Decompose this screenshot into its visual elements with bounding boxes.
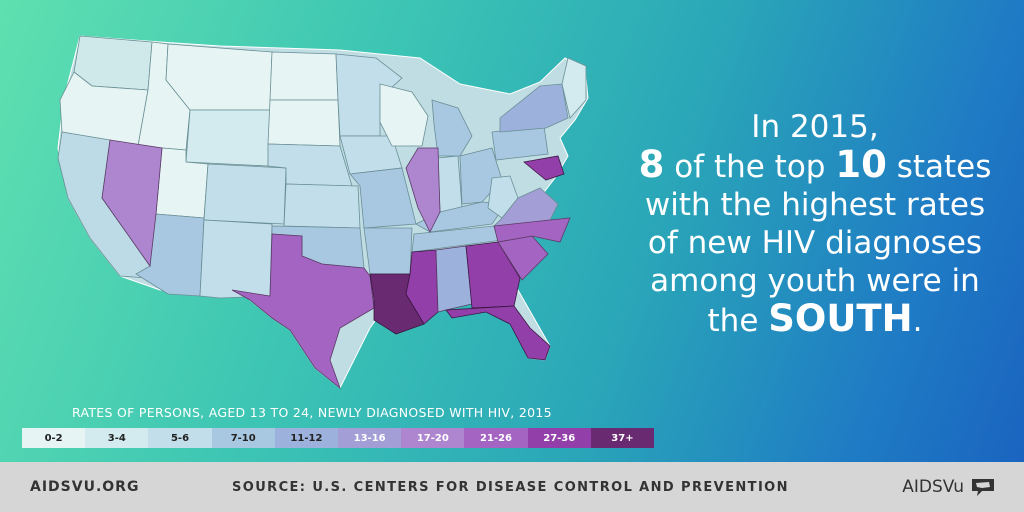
headline-line-1: In 2015,	[751, 109, 879, 145]
headline-line-5: among youth were in	[650, 263, 980, 299]
brand-name: AIDSVu	[902, 477, 964, 497]
us-speech-bubble-icon	[972, 479, 994, 496]
state-arkansas	[363, 227, 413, 275]
brand-logo[interactable]: AIDSVu	[902, 477, 996, 497]
state-wisconsin	[379, 83, 429, 147]
state-missouri	[349, 167, 417, 229]
headline: In 2015, 8 of the top 10 states with the…	[620, 108, 1010, 340]
legend-bin: 11-12	[274, 428, 339, 448]
infographic-canvas: In 2015, 8 of the top 10 states with the…	[0, 0, 1024, 462]
footer-source: SOURCE: U.S. CENTERS FOR DISEASE CONTROL…	[232, 479, 789, 495]
headline-line-2-mid: of the top	[664, 149, 836, 185]
legend-bin: 13-16	[338, 428, 402, 448]
headline-total: 10	[835, 143, 887, 186]
state-montana	[165, 43, 273, 111]
state-kansas	[283, 183, 361, 229]
legend-scale: 0-2 3-4 5-6 7-10 11-12 13-16 17-20 21-26 27-36 37…	[22, 428, 655, 448]
legend-bin: 0-2	[22, 428, 86, 448]
state-colorado	[203, 163, 287, 225]
headline-line-2-end: states	[886, 149, 992, 185]
headline-line-6-end: .	[912, 303, 923, 339]
legend-bin: 21-26	[464, 428, 528, 448]
state-new-england	[561, 57, 587, 119]
headline-line-4: of new HIV diagnoses	[647, 225, 983, 261]
us-map	[57, 35, 589, 390]
state-maryland	[523, 155, 565, 181]
state-florida	[445, 305, 551, 361]
state-north-dakota	[269, 51, 339, 101]
headline-region: SOUTH	[768, 297, 913, 340]
state-wyoming	[185, 109, 271, 167]
state-indiana	[437, 155, 463, 213]
headline-count: 8	[638, 143, 665, 186]
legend-bin: 27-36	[527, 428, 591, 448]
legend-bin: 3-4	[85, 428, 149, 448]
state-new-mexico	[199, 219, 273, 299]
legend-bin: 17-20	[401, 428, 465, 448]
state-alabama	[435, 245, 473, 313]
legend-bin: 7-10	[211, 428, 275, 448]
headline-line-6-start: the	[707, 303, 769, 339]
headline-line-2: 8 of the top 10 states	[620, 146, 1010, 186]
state-nevada	[101, 139, 163, 268]
state-south-dakota	[267, 99, 341, 147]
footer-site-link[interactable]: AIDSVU.ORG	[30, 479, 140, 495]
headline-line-6: the SOUTH.	[620, 300, 1010, 340]
state-north-carolina	[493, 217, 571, 243]
state-new-york	[499, 83, 569, 133]
footer-bar: AIDSVU.ORG SOURCE: U.S. CENTERS FOR DISE…	[0, 462, 1024, 512]
legend-title: RATES OF PERSONS, AGED 13 TO 24, NEWLY D…	[72, 405, 552, 420]
headline-line-3: with the highest rates	[644, 187, 986, 223]
legend-bin: 37+	[590, 428, 655, 448]
state-texas	[231, 233, 375, 390]
legend-bin: 5-6	[148, 428, 212, 448]
state-georgia	[465, 241, 521, 309]
state-illinois	[405, 147, 441, 233]
